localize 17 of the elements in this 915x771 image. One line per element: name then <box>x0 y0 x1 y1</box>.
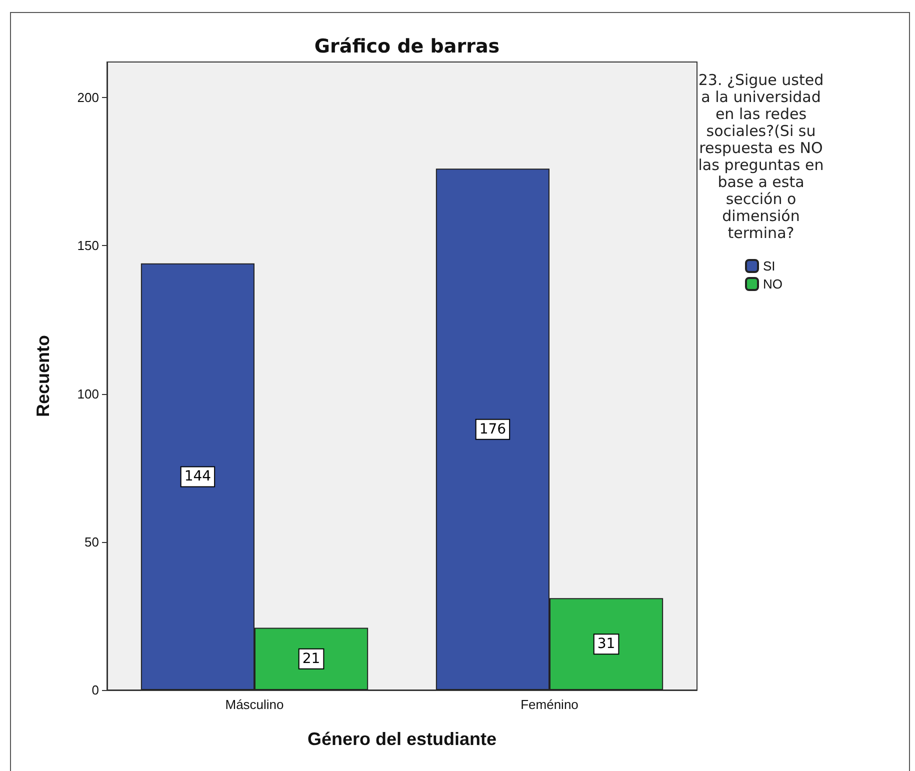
x-tick-label: Feménino <box>520 697 578 712</box>
data-label: 31 <box>597 636 616 652</box>
data-label: 176 <box>479 421 506 438</box>
y-tick-label: 100 <box>77 386 99 402</box>
y-tick-label: 0 <box>92 682 99 698</box>
chart-title: Gráfico de barras <box>314 36 500 58</box>
legend-label: SI <box>763 258 776 274</box>
x-axis-title: Género del estudiante <box>307 729 497 749</box>
y-tick-label: 50 <box>84 534 99 550</box>
y-tick-label: 150 <box>77 238 99 254</box>
data-label: 144 <box>184 468 212 485</box>
text: 23. ¿Sigue usted a la universidad en las redes sociales?(Si su respuesta es NO las preguntas en base a esta sección o dimensión termina? <box>698 71 824 242</box>
y-axis-title: Recuento <box>33 334 53 418</box>
y-tick-label: 200 <box>77 90 99 106</box>
legend-label: NO <box>763 276 782 292</box>
data-label: 21 <box>302 650 320 667</box>
x-tick-label: Másculino <box>225 697 284 712</box>
